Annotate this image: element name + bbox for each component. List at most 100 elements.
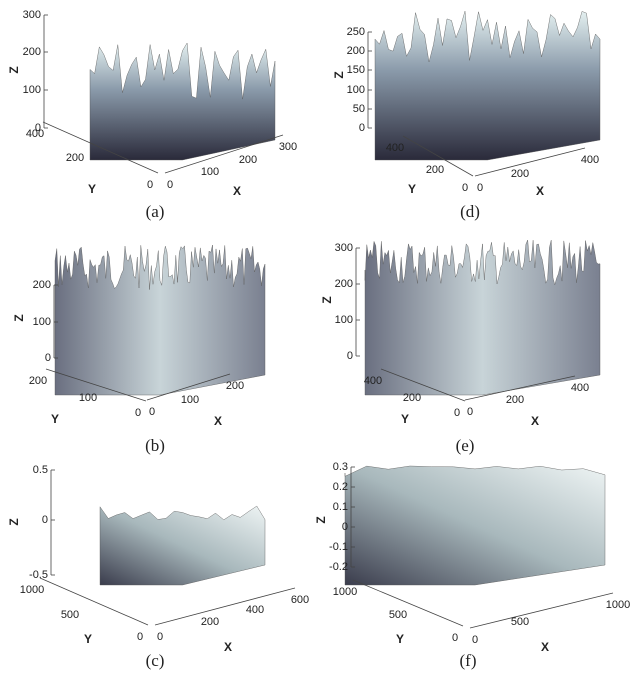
surface <box>89 42 276 161</box>
y-tick-label: 400 <box>386 142 404 154</box>
y-tick-label: 200 <box>29 375 47 387</box>
z-label: Z <box>314 516 328 523</box>
x-tick-label: 300 <box>279 141 297 153</box>
z-tick-label: 100 <box>347 84 365 96</box>
x-tick-label: 200 <box>226 380 244 392</box>
caption: (d) <box>460 202 480 221</box>
y-tick-label: 500 <box>389 609 407 621</box>
x-tick-label: 0 <box>167 179 173 191</box>
z-tick-label: 0 <box>342 521 348 533</box>
y-tick-label: 0 <box>454 407 460 419</box>
caption: (c) <box>146 651 165 670</box>
z-tick-label: 300 <box>23 9 41 21</box>
z-tick-label: 0 <box>359 122 365 134</box>
z-tick-label: -0.2 <box>329 561 348 573</box>
x-tick-label: 100 <box>181 394 199 406</box>
y-label: Y <box>51 412 59 426</box>
surface <box>364 239 601 396</box>
y-axis <box>42 121 159 174</box>
x-tick-label: 1000 <box>606 599 630 611</box>
x-label: X <box>233 184 241 198</box>
z-tick-label: 0 <box>45 352 51 364</box>
x-label: X <box>224 640 232 654</box>
x-tick-label: 400 <box>246 604 264 616</box>
x-tick-label: 600 <box>291 594 309 606</box>
x-axis <box>154 587 296 626</box>
x-tick-label: 0 <box>477 182 483 194</box>
x-tick-label: 0 <box>472 634 478 646</box>
caption: (f) <box>460 651 477 670</box>
y-tick-label: 200 <box>66 152 84 164</box>
z-tick-label: 0.2 <box>333 481 348 493</box>
y-label: Y <box>408 182 416 196</box>
x-label: X <box>536 184 544 198</box>
caption: (a) <box>146 202 165 221</box>
z-tick-label: 300 <box>335 242 353 254</box>
surface <box>54 244 266 396</box>
y-tick-label: 0 <box>137 631 143 643</box>
x-tick-label: 0 <box>149 406 155 418</box>
surface <box>374 11 601 161</box>
x-tick-label: 0 <box>157 631 163 643</box>
z-tick-label: 0 <box>35 122 41 134</box>
z-label: Z <box>12 314 26 321</box>
y-axis <box>380 368 466 402</box>
x-label: X <box>214 414 222 428</box>
surface <box>99 505 266 586</box>
y-tick-label: 500 <box>61 609 79 621</box>
x-label: X <box>541 640 549 654</box>
z-tick-label: 250 <box>347 26 365 38</box>
y-tick-label: 0 <box>147 179 153 191</box>
y-label: Y <box>84 632 92 646</box>
x-axis <box>464 375 576 401</box>
y-tick-label: 200 <box>403 392 421 404</box>
y-tick-label: 200 <box>426 164 444 176</box>
z-tick-label: 0.1 <box>333 501 348 513</box>
y-tick-label: 0 <box>462 182 468 194</box>
x-tick-label: 0 <box>467 406 473 418</box>
z-tick-label: 200 <box>335 278 353 290</box>
x-axis <box>146 373 231 401</box>
y-label: Y <box>88 182 96 196</box>
y-tick-label: 1000 <box>333 586 357 598</box>
caption: (b) <box>145 436 165 455</box>
y-axis <box>45 368 147 402</box>
z-tick-label: 150 <box>347 64 365 76</box>
y-tick-label: 0 <box>452 632 458 644</box>
z-label: Z <box>7 518 21 525</box>
x-tick-label: 200 <box>239 154 257 166</box>
y-axis <box>39 577 149 626</box>
x-tick-label: 200 <box>511 168 529 180</box>
z-tick-label: 200 <box>347 45 365 57</box>
y-tick-label: 100 <box>79 392 97 404</box>
caption: (e) <box>456 436 475 455</box>
z-label: Z <box>320 296 334 303</box>
y-tick-label: 400 <box>26 128 44 140</box>
x-axis <box>164 134 284 174</box>
z-tick-label: 50 <box>353 103 365 115</box>
y-axis <box>352 579 464 627</box>
x-axis <box>469 592 614 629</box>
x-tick-label: 400 <box>581 154 599 166</box>
x-tick-label: 500 <box>511 616 529 628</box>
z-tick-label: 0.3 <box>333 461 348 473</box>
x-tick-label: 400 <box>571 382 589 394</box>
x-label: X <box>531 414 539 428</box>
z-tick-label: 0.5 <box>33 464 48 476</box>
z-label: Z <box>7 66 21 73</box>
y-axis <box>402 135 474 177</box>
z-tick-label: 0 <box>347 350 353 362</box>
y-tick-label: 1000 <box>20 584 44 596</box>
z-tick-label: 200 <box>23 46 41 58</box>
y-label: Y <box>396 632 404 646</box>
z-tick-label: -0.1 <box>329 541 348 553</box>
y-tick-label: 400 <box>364 375 382 387</box>
z-tick-label: 0 <box>42 514 48 526</box>
z-tick-label: -0.5 <box>29 569 48 581</box>
z-tick-label: 200 <box>33 279 51 291</box>
z-tick-label: 100 <box>33 316 51 328</box>
x-tick-label: 200 <box>201 616 219 628</box>
x-tick-label: 100 <box>201 166 219 178</box>
y-label: Y <box>401 412 409 426</box>
